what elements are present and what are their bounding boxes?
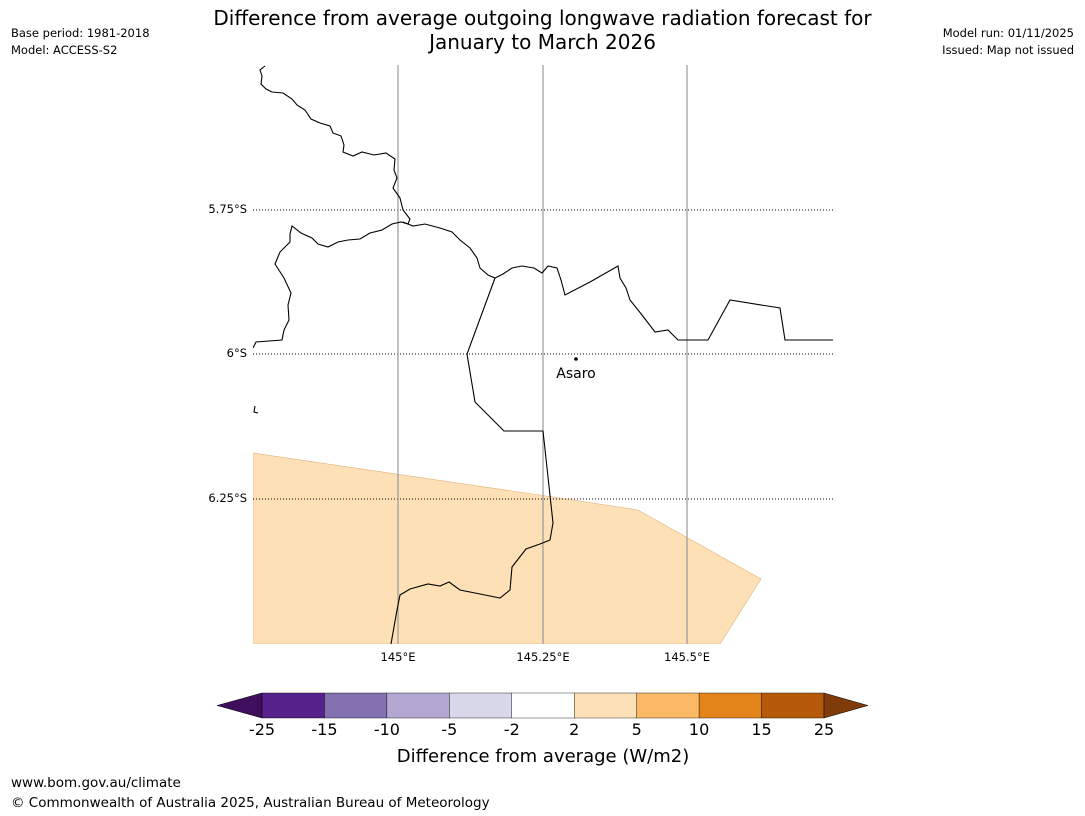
model-text: Model: ACCESS-S2 bbox=[11, 43, 118, 57]
model-run-text: Model run: 01/11/2025 bbox=[942, 26, 1074, 40]
meta-right: Model run: 01/11/2025 Issued: Map not is… bbox=[942, 25, 1074, 59]
longitude-labels: 145°E 145.25°E 145.5°E bbox=[381, 650, 710, 664]
colorbar: -25 -15 -10 -5 -2 2 5 10 15 25 bbox=[216, 692, 869, 739]
colorbar-tick-label: 15 bbox=[751, 720, 771, 739]
town-label: Asaro bbox=[556, 366, 595, 382]
title-line-1: Difference from average outgoing longwav… bbox=[213, 6, 872, 30]
colorbar-tick-label: -15 bbox=[311, 720, 337, 739]
colorbar-tick-label: 10 bbox=[689, 720, 709, 739]
colorbar-segment bbox=[761, 692, 825, 719]
province-boundaries bbox=[253, 65, 833, 644]
lon-label-145-25: 145.25°E bbox=[516, 650, 569, 664]
colorbar-tick-label: -5 bbox=[441, 720, 457, 739]
meta-left: Base period: 1981-2018 Model: ACCESS-S2 bbox=[11, 25, 150, 59]
boundary-fragment-west bbox=[253, 405, 259, 414]
map-title: Difference from average outgoing longwav… bbox=[0, 6, 1085, 54]
colorbar-segment bbox=[698, 692, 762, 719]
colorbar-tick-label: -10 bbox=[374, 720, 400, 739]
issued-text: Issued: Map not issued bbox=[942, 43, 1074, 57]
boundary-southwest bbox=[390, 277, 554, 644]
anomaly-region bbox=[253, 452, 762, 644]
lon-label-145-5: 145.5°E bbox=[664, 650, 710, 664]
colorbar-segment bbox=[449, 692, 512, 719]
colorbar-segment bbox=[574, 692, 637, 719]
title-line-2: January to March 2026 bbox=[429, 30, 656, 54]
colorbar-tick-label: 2 bbox=[569, 720, 579, 739]
latitude-gridlines bbox=[253, 209, 833, 500]
colorbar-tick-label: -25 bbox=[249, 720, 275, 739]
lat-label-6-25: 6.25°S bbox=[208, 491, 247, 505]
lat-label-6: 6°S bbox=[227, 346, 247, 360]
boundary-east bbox=[402, 221, 833, 341]
colorbar-extend-high bbox=[823, 692, 869, 719]
colorbar-title: Difference from average (W/m2) bbox=[397, 746, 689, 767]
town-marker bbox=[574, 357, 578, 361]
colorbar-segment bbox=[324, 692, 388, 719]
boundary-north bbox=[253, 65, 411, 349]
base-period-text: Base period: 1981-2018 bbox=[11, 26, 150, 40]
lon-label-145: 145°E bbox=[381, 650, 416, 664]
footer-copyright: © Commonwealth of Australia 2025, Austra… bbox=[11, 795, 490, 811]
colorbar-segment bbox=[386, 692, 450, 719]
anomaly-layer bbox=[253, 452, 762, 644]
colorbar-segment bbox=[261, 692, 325, 719]
footer-url: www.bom.gov.au/climate bbox=[11, 775, 181, 791]
town-asaro: Asaro bbox=[556, 357, 596, 382]
colorbar-segment bbox=[636, 692, 700, 719]
colorbar-extend-low bbox=[216, 692, 263, 719]
colorbar-tick-label: -2 bbox=[504, 720, 520, 739]
colorbar-tick-label: 5 bbox=[632, 720, 642, 739]
longitude-gridlines bbox=[397, 65, 688, 644]
latitude-labels: 5.75°S 6°S 6.25°S bbox=[208, 202, 247, 505]
colorbar-tick-label: 25 bbox=[814, 720, 834, 739]
lat-label-5-75: 5.75°S bbox=[208, 202, 247, 216]
colorbar-segment bbox=[511, 692, 575, 719]
